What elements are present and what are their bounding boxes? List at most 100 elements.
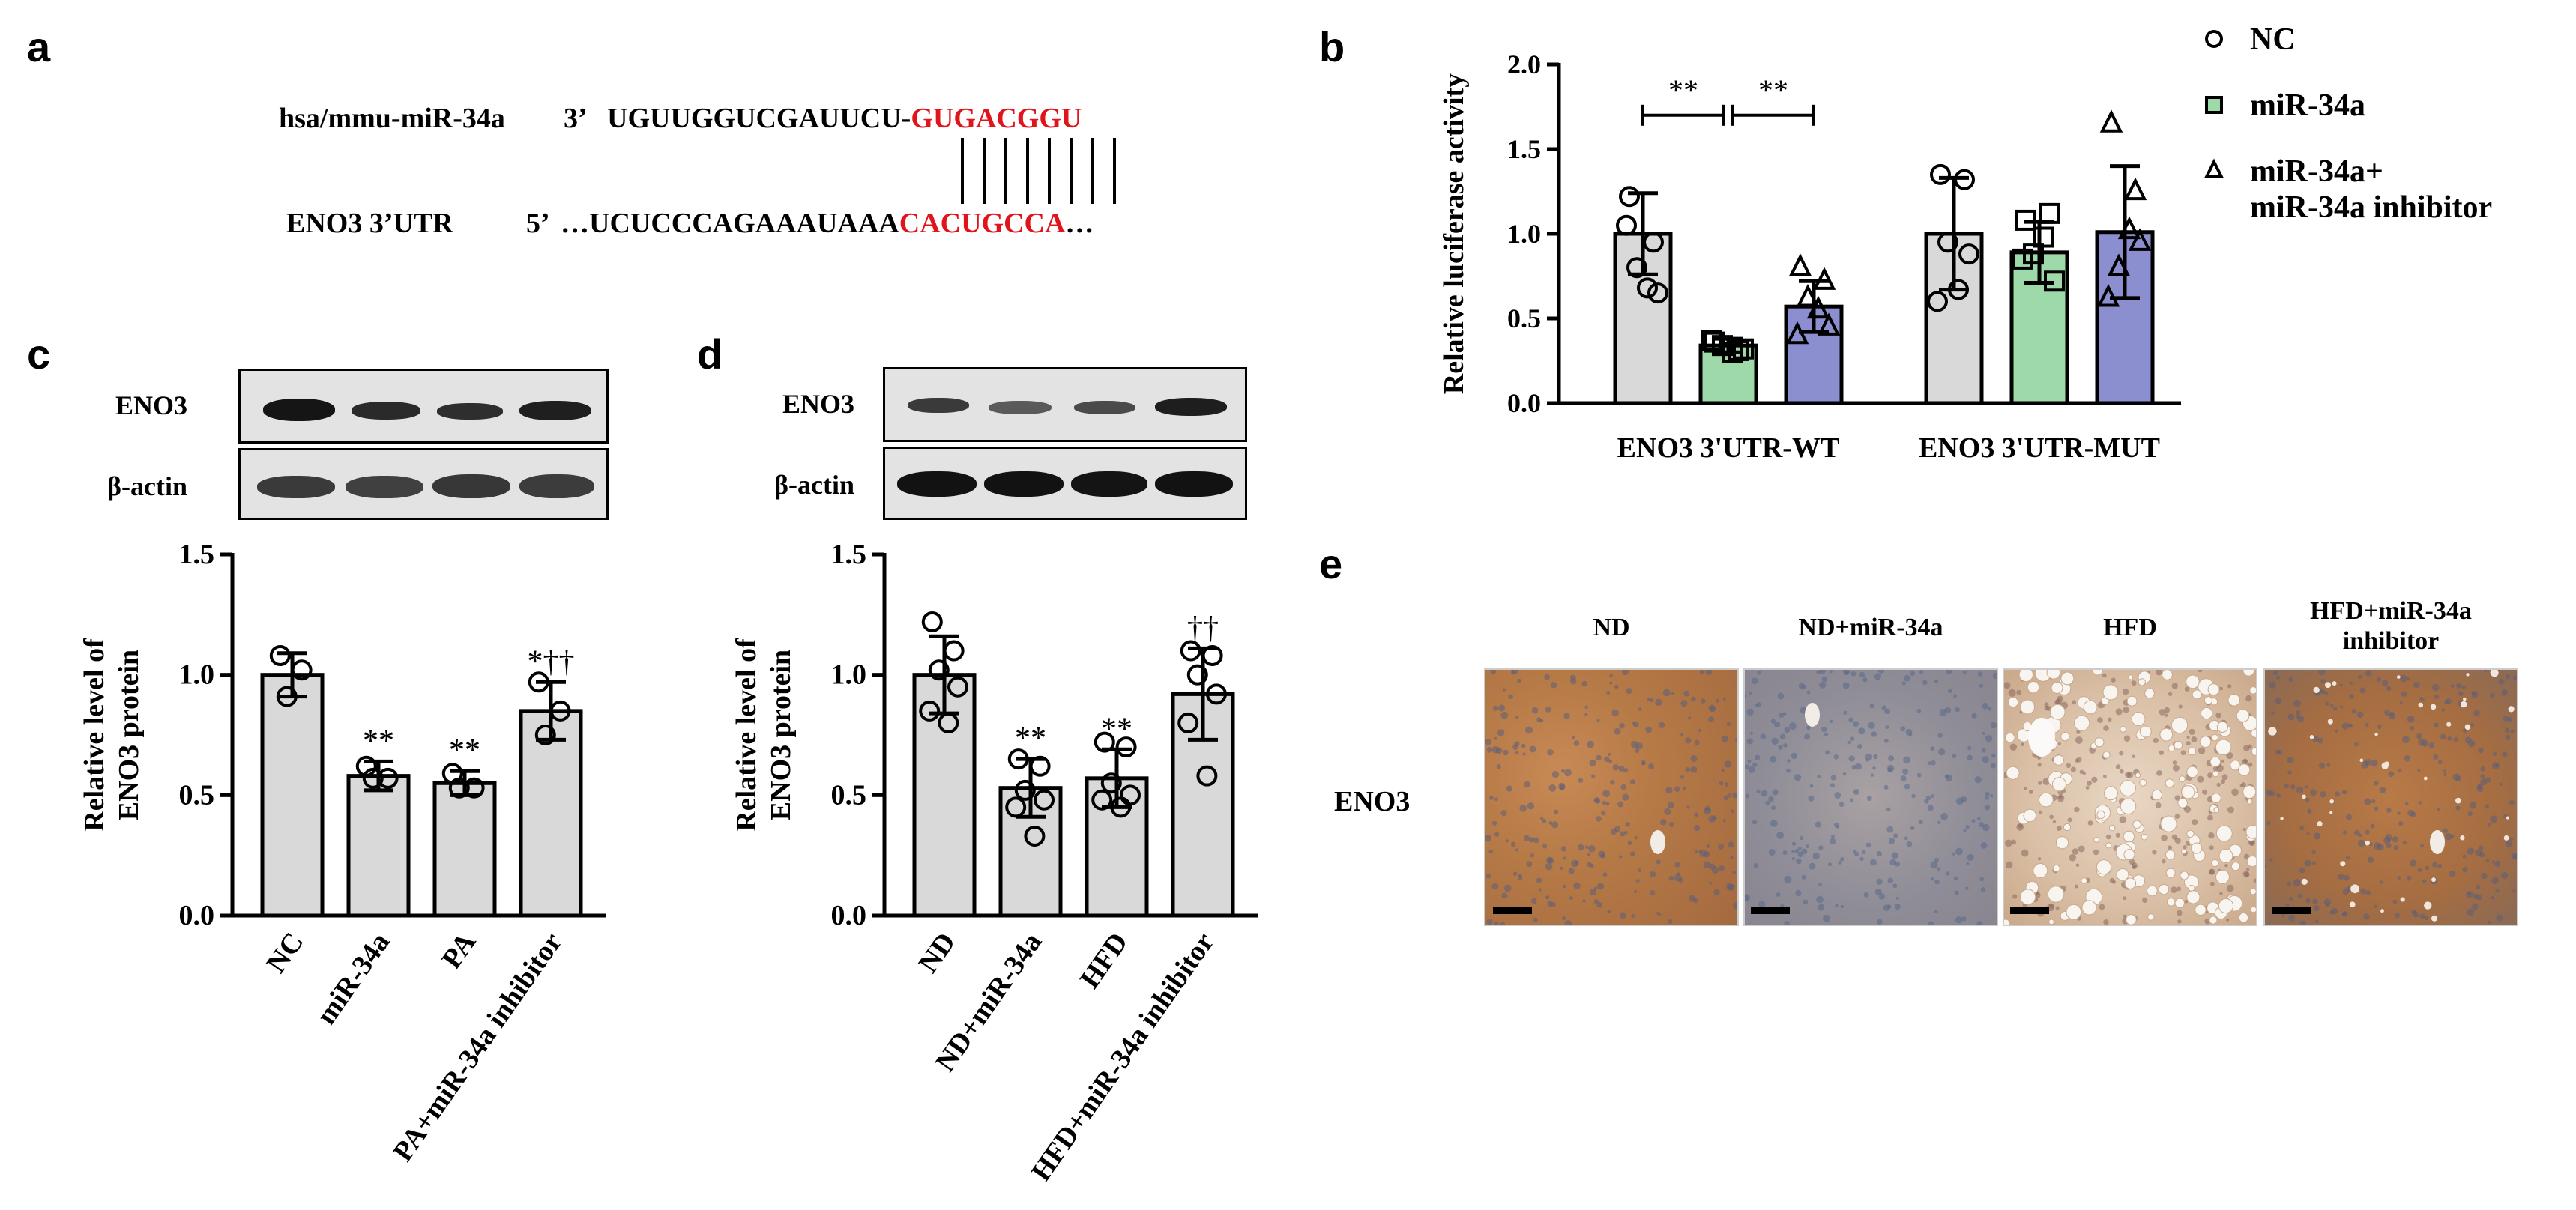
nucleus [2365,758,2372,766]
lipid-droplet [2104,786,2118,801]
nucleus [2386,843,2392,849]
nucleus [1877,670,1885,674]
band [346,476,423,498]
nucleus [2172,760,2177,765]
data-point [534,725,556,745]
data-point [1637,277,1658,299]
nucleus [1828,862,1833,867]
nucleus [1508,694,1513,700]
nucleus [2432,862,2438,868]
nucleus [1564,919,1572,925]
lipid-droplet [2126,914,2137,925]
band [984,471,1064,497]
nucleus [2388,771,2395,778]
scale-bar [1751,907,1790,914]
nucleus [2509,837,2514,841]
significance-label: ** [449,733,480,768]
nucleus [2272,670,2278,676]
nucleus [1889,859,1897,866]
nucleus [1551,771,1560,778]
data-point [1817,312,1841,336]
lipid-droplet [2039,792,2054,808]
nucleus [1919,670,1924,674]
lipid-droplet [2195,904,2207,916]
nucleus [1637,868,1641,873]
nucleus [1947,689,1952,694]
data-point [2107,253,2131,276]
nucleus [2505,727,2510,733]
nucleus [1916,772,1922,778]
nucleus [2307,808,2312,814]
lipid-droplet [2165,850,2176,860]
nucleus [2506,716,2512,722]
nucleus [2269,681,2276,689]
nucleus [1883,739,1889,743]
nucleus [1962,670,1967,674]
nucleus [2198,670,2203,673]
nucleus [1869,703,1875,709]
nucleus [1723,796,1728,801]
nucleus [1965,825,1970,829]
nucleus [2005,861,2013,869]
nucleus [1937,867,1941,871]
nucleus [1691,696,1696,702]
nucleus [1945,670,1953,674]
nucleus [2186,741,2191,746]
blot-d-eno3 [883,367,1247,442]
bar [346,774,411,918]
vessel [2430,830,2445,854]
nucleus [1903,756,1910,764]
nucleus [1881,705,1887,710]
lipid-droplet [2139,778,2147,787]
nucleus [1847,740,1852,745]
ihc-title-nd-mir34a: ND+miR-34a [1798,614,1943,641]
nucleus [2313,905,2320,912]
nucleus [2367,856,2374,864]
lipid-droplet [2053,754,2064,766]
nucleus [2056,825,2062,831]
nucleus [1922,680,1928,686]
lipid-droplet [2212,770,2219,778]
data-point [2096,284,2120,307]
data-point [448,777,470,799]
data-point [1091,789,1113,811]
nucleus [1501,892,1508,899]
nucleus [1633,889,1638,894]
nucleus [2189,728,2195,735]
nucleus [1824,732,1829,737]
nucleus [1761,790,1768,797]
nucleus [2129,859,2135,865]
data-point [1788,253,1812,276]
bar [432,781,497,918]
nucleus [1778,745,1783,750]
nucleus [1971,818,1976,823]
nucleus [2076,757,2082,763]
lipid-droplet [2074,715,2090,731]
ihc-texture [2004,670,2256,925]
nucleus [2125,772,2132,778]
nucleus [1614,684,1619,689]
lipid-droplet [2424,901,2432,910]
nucleus [1491,745,1500,754]
nucleus [2312,898,2318,904]
nucleus [2066,763,2072,769]
nucleus [1752,762,1758,767]
nucleus [1853,789,1859,795]
ihc-image-hfd-inhibitor [2263,668,2518,926]
nucleus [1850,736,1855,741]
nucleus [2364,798,2371,805]
band [352,402,420,420]
data-point [928,659,950,681]
nucleus [2471,691,2479,698]
nucleus [2342,830,2347,835]
lipid-droplet [2349,901,2356,908]
nucleus [2462,728,2467,733]
nucleus [2305,898,2311,904]
lipid-droplet [2102,684,2119,701]
nucleus [1850,671,1856,677]
nucleus [1853,721,1859,727]
lipid-droplet [2186,890,2201,904]
lipid-droplet [2186,674,2200,689]
vessel [2028,718,2055,757]
nucleus [2467,908,2475,916]
